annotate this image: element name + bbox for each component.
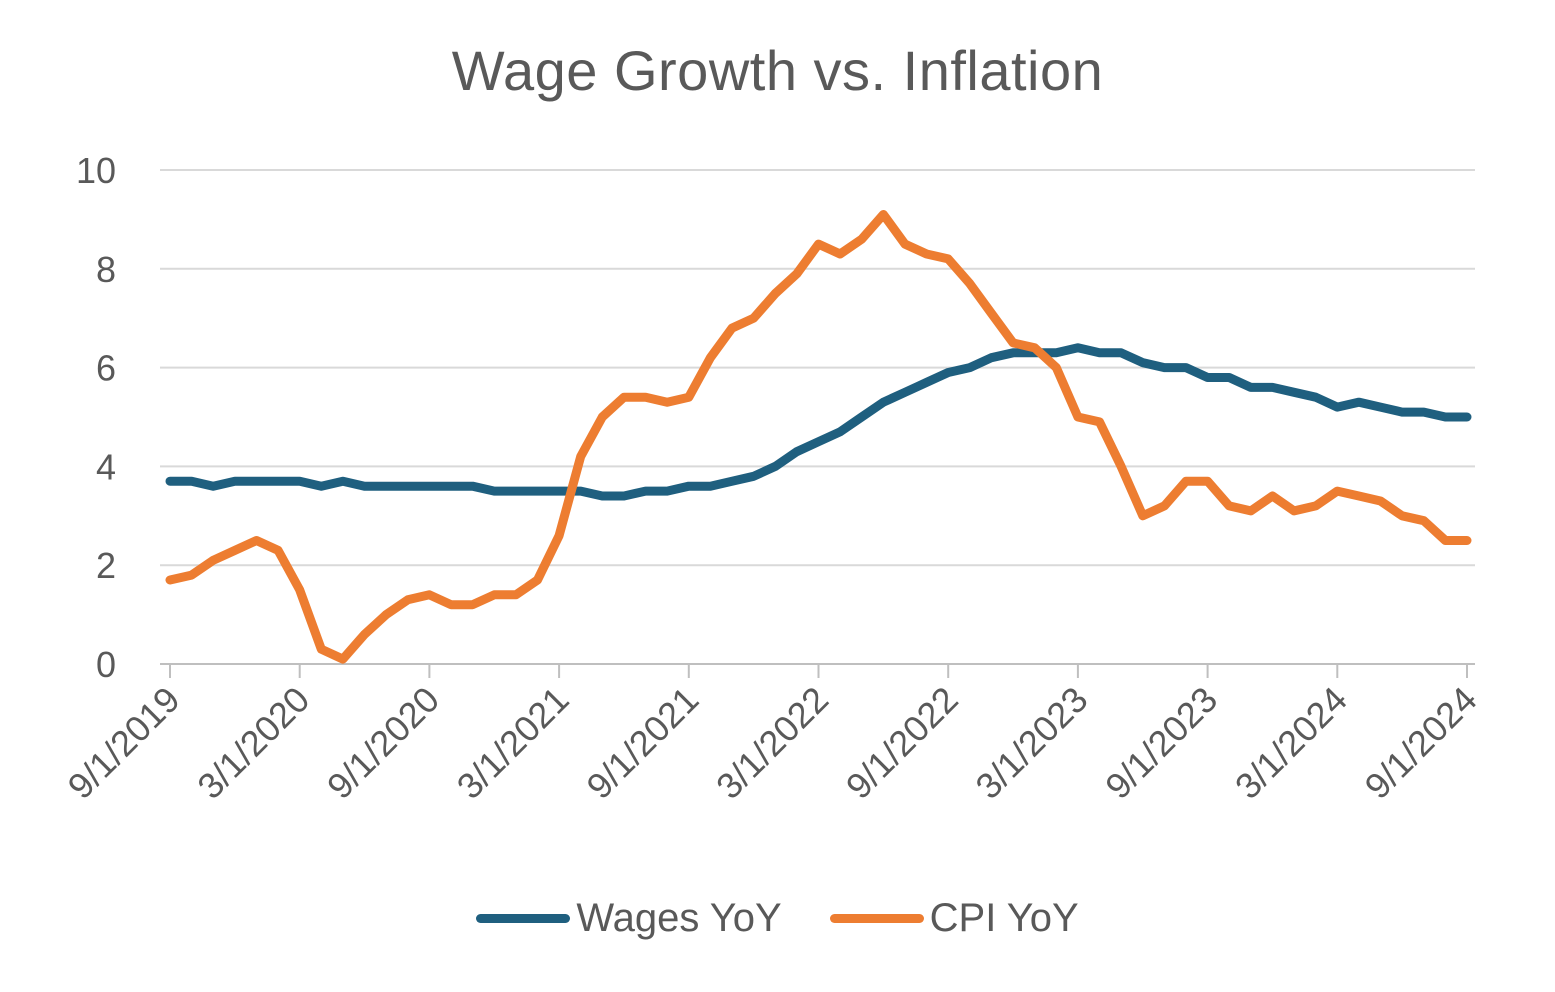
- x-tick-label: 9/1/2024: [1357, 679, 1485, 807]
- chart-title: Wage Growth vs. Inflation: [451, 39, 1104, 102]
- x-tick-label: 3/1/2024: [1227, 679, 1355, 807]
- x-tick-label: 3/1/2021: [449, 679, 577, 807]
- series-line-cpi[interactable]: [165, 210, 1472, 664]
- legend-swatch-wages: [476, 913, 571, 923]
- legend-swatch-cpi: [829, 913, 924, 923]
- x-tick-label: 9/1/2019: [60, 679, 188, 807]
- legend-item-cpi[interactable]: CPI YoY: [829, 895, 1079, 941]
- y-tick-label: 8: [96, 249, 116, 290]
- legend-label-wages: Wages YoY: [576, 895, 782, 940]
- x-tick-label: 9/1/2023: [1097, 679, 1225, 807]
- y-tick-label: 0: [96, 644, 116, 685]
- chart-legend: Wages YoY CPI YoY: [0, 888, 1555, 948]
- x-tick-label: 9/1/2022: [838, 679, 966, 807]
- x-tick-label: 3/1/2023: [967, 679, 1095, 807]
- x-tick-label: 9/1/2020: [319, 679, 447, 807]
- x-tick-label: 9/1/2021: [578, 679, 706, 807]
- series-lines: [165, 210, 1472, 664]
- y-tick-label: 2: [96, 545, 116, 586]
- y-tick-label: 4: [96, 446, 116, 487]
- series-line-wages[interactable]: [165, 343, 1472, 501]
- gridlines: [160, 169, 1475, 567]
- x-tick-label: 3/1/2022: [708, 679, 836, 807]
- y-tick-label: 10: [76, 150, 116, 191]
- legend-label-cpi: CPI YoY: [929, 895, 1079, 940]
- x-tick-label: 3/1/2020: [189, 679, 317, 807]
- legend-item-wages[interactable]: Wages YoY: [476, 895, 782, 941]
- y-tick-label: 6: [96, 348, 116, 389]
